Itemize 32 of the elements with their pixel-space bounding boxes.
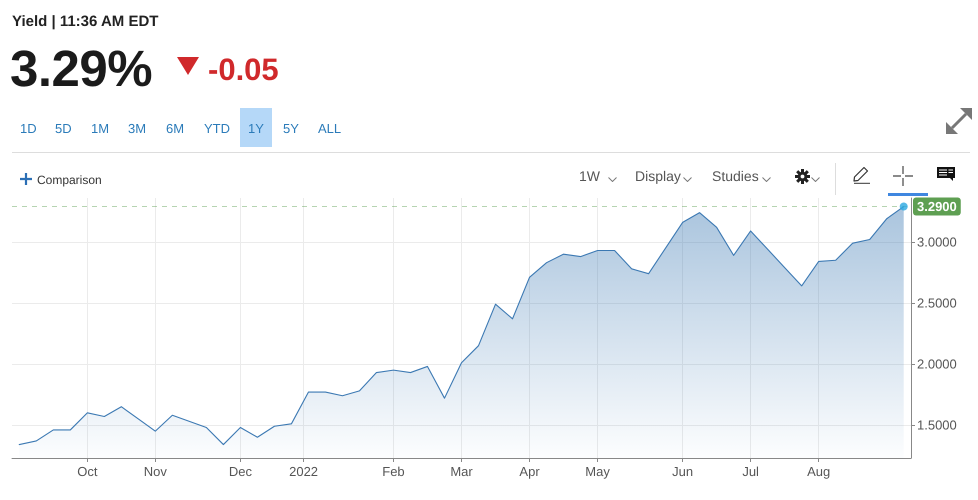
- text: 3M: [128, 121, 146, 136]
- y-tick-label: 3.0000: [917, 234, 957, 250]
- text: 1M: [91, 121, 110, 136]
- x-tick-label: May: [585, 464, 610, 479]
- x-tick-label: Dec: [228, 464, 252, 479]
- text: 5D: [55, 121, 72, 136]
- x-tick-label: Aug: [807, 464, 830, 479]
- x-tick-label: Jul: [742, 464, 760, 479]
- ref-line-label: 3.2900: [917, 199, 957, 214]
- chart-title: Yield | 11:36 AM EDT: [12, 13, 158, 30]
- text: Display: [635, 168, 681, 184]
- x-tick-label: Jun: [672, 464, 694, 479]
- text: -0.05: [208, 52, 279, 87]
- y-tick-label: 2.0000: [917, 356, 957, 372]
- y-tick-label: 1.5000: [917, 418, 957, 433]
- x-tick-label: Mar: [450, 464, 474, 479]
- text: ALL: [318, 121, 342, 136]
- x-tick-label: Oct: [77, 464, 98, 479]
- x-tick-label: 2022: [289, 464, 318, 479]
- text: 5Y: [283, 121, 299, 136]
- text: 1W: [579, 168, 600, 184]
- x-tick-label: Feb: [382, 464, 405, 479]
- text: 1Y: [248, 121, 264, 136]
- text: Comparison: [37, 173, 102, 187]
- y-tick-label: 2.5000: [917, 295, 957, 310]
- x-tick-label: Nov: [144, 464, 168, 479]
- text: YTD: [204, 121, 230, 136]
- text: 3.29%: [10, 40, 152, 97]
- text: 1D: [20, 121, 37, 136]
- x-tick-label: Apr: [519, 464, 540, 479]
- text: Studies: [712, 168, 759, 184]
- text: 6M: [166, 121, 184, 136]
